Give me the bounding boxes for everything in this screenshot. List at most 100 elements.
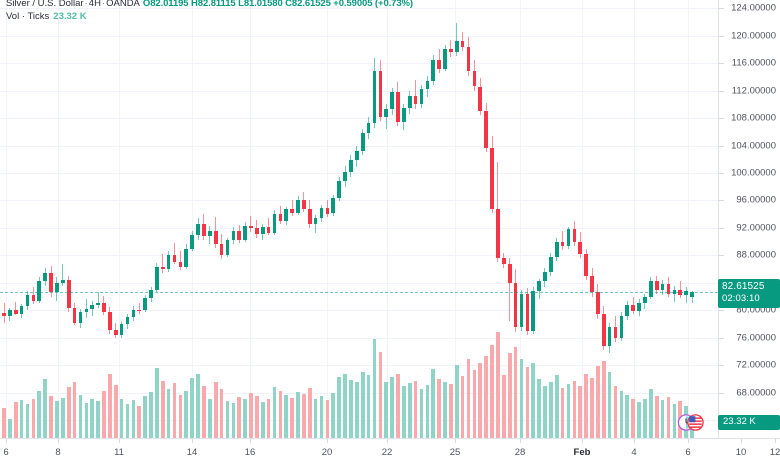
- gridline-horizontal: [0, 90, 718, 92]
- gridline-vertical: [192, 0, 193, 438]
- candle-body: [108, 311, 112, 330]
- volume-bar: [360, 371, 365, 438]
- gridline-horizontal: [0, 63, 718, 65]
- candle-body: [55, 282, 59, 293]
- candle-wick: [15, 302, 17, 316]
- candle-body: [296, 200, 300, 213]
- candle-body: [8, 310, 12, 317]
- current-price-line: [0, 292, 718, 294]
- volume-bar: [19, 400, 24, 438]
- time-axis-tick: [582, 439, 583, 443]
- price-axis-label: 112.00000: [731, 85, 776, 97]
- candle-body: [78, 311, 83, 323]
- candle-wick: [162, 254, 164, 274]
- time-scale[interactable]: 6 8 11 14 16 20 22 25 28 Feb 4 6 10 12: [0, 438, 780, 470]
- volume-bar: [25, 403, 30, 438]
- volume-bar: [425, 385, 430, 438]
- volume-bar: [302, 394, 306, 438]
- candle-body: [360, 133, 365, 152]
- volume-bar: [349, 379, 353, 438]
- volume-bar: [243, 399, 247, 438]
- candle-body: [255, 227, 259, 235]
- volume-bar: [160, 380, 165, 438]
- price-axis-label: 124.00000: [731, 2, 776, 14]
- candle-body: [601, 314, 606, 346]
- volume-bar: [55, 401, 59, 438]
- gridline-vertical: [6, 0, 7, 438]
- volume-bar: [213, 381, 218, 438]
- candle-body: [372, 70, 377, 123]
- price-axis-tick: [719, 365, 724, 367]
- candle-body: [407, 96, 412, 109]
- gridline-horizontal: [0, 282, 718, 284]
- volume-bar: [190, 377, 194, 438]
- candle-body: [666, 284, 671, 294]
- candle-body: [513, 282, 518, 327]
- volume-bar: [366, 375, 371, 438]
- price-axis-tick: [719, 392, 724, 394]
- candle-wick: [97, 292, 99, 308]
- time-axis-tick: [58, 439, 59, 443]
- volume-bar: [478, 362, 483, 438]
- volume-bar: [178, 395, 183, 438]
- candle-body: [143, 297, 147, 311]
- time-axis-label: 25: [449, 447, 461, 458]
- candle-body: [537, 281, 541, 292]
- volume-bar: [84, 403, 89, 438]
- gridline-vertical: [634, 0, 635, 438]
- candle-wick: [456, 23, 458, 57]
- candle-body: [554, 241, 559, 257]
- plot-area[interactable]: [0, 0, 718, 438]
- volume-bar: [484, 355, 488, 438]
- volume-bar: [566, 384, 571, 438]
- volume-bar: [643, 399, 647, 438]
- candle-body: [384, 109, 389, 117]
- volume-bar: [290, 397, 294, 438]
- candle-body: [125, 317, 130, 325]
- volume-bar: [260, 402, 265, 438]
- volume-bar: [13, 402, 18, 438]
- candle-body: [160, 267, 165, 270]
- candle-body: [43, 272, 47, 281]
- candle-body: [672, 289, 677, 294]
- volume-bar: [307, 387, 312, 438]
- volume-bar: [513, 346, 518, 438]
- volume-bar: [431, 369, 436, 438]
- candle-body: [631, 304, 635, 311]
- price-axis-label: 80.00000: [736, 304, 776, 316]
- candle-wick: [174, 243, 176, 265]
- volume-bar: [378, 351, 383, 438]
- time-axis-label: 6: [685, 447, 691, 458]
- price-axis-label: 104.00000: [731, 140, 776, 152]
- candle-body: [425, 81, 430, 90]
- volume-bar: [584, 373, 588, 438]
- volume-bar: [390, 377, 394, 438]
- volume-bar: [37, 391, 42, 438]
- volume-bar: [66, 386, 71, 438]
- candle-body: [531, 291, 536, 331]
- volume-bar: [490, 344, 494, 438]
- volume-bar: [649, 388, 653, 438]
- price-axis-tick: [719, 200, 724, 202]
- volume-bar: [590, 377, 594, 438]
- time-axis-tick: [327, 439, 328, 443]
- gridline-horizontal: [0, 173, 718, 174]
- candle-wick: [509, 258, 511, 322]
- volume-bar: [384, 381, 389, 438]
- price-axis-label: 120.00000: [731, 30, 776, 42]
- volume-bar: [284, 395, 289, 438]
- candle-body: [390, 91, 394, 110]
- volume-bar: [502, 375, 506, 438]
- candle-wick: [291, 200, 293, 216]
- candle-body: [331, 198, 336, 214]
- candle-body: [690, 292, 694, 297]
- gridline-horizontal: [0, 365, 718, 367]
- volume-bar: [613, 386, 618, 438]
- candle-body: [131, 309, 136, 318]
- candle-body: [243, 225, 247, 240]
- price-scale[interactable]: 124.00000 120.00000 116.00000 112.00000 108.…: [718, 0, 780, 438]
- volume-bar: [443, 381, 447, 438]
- volume-bar: [184, 390, 189, 438]
- candle-body: [313, 218, 318, 225]
